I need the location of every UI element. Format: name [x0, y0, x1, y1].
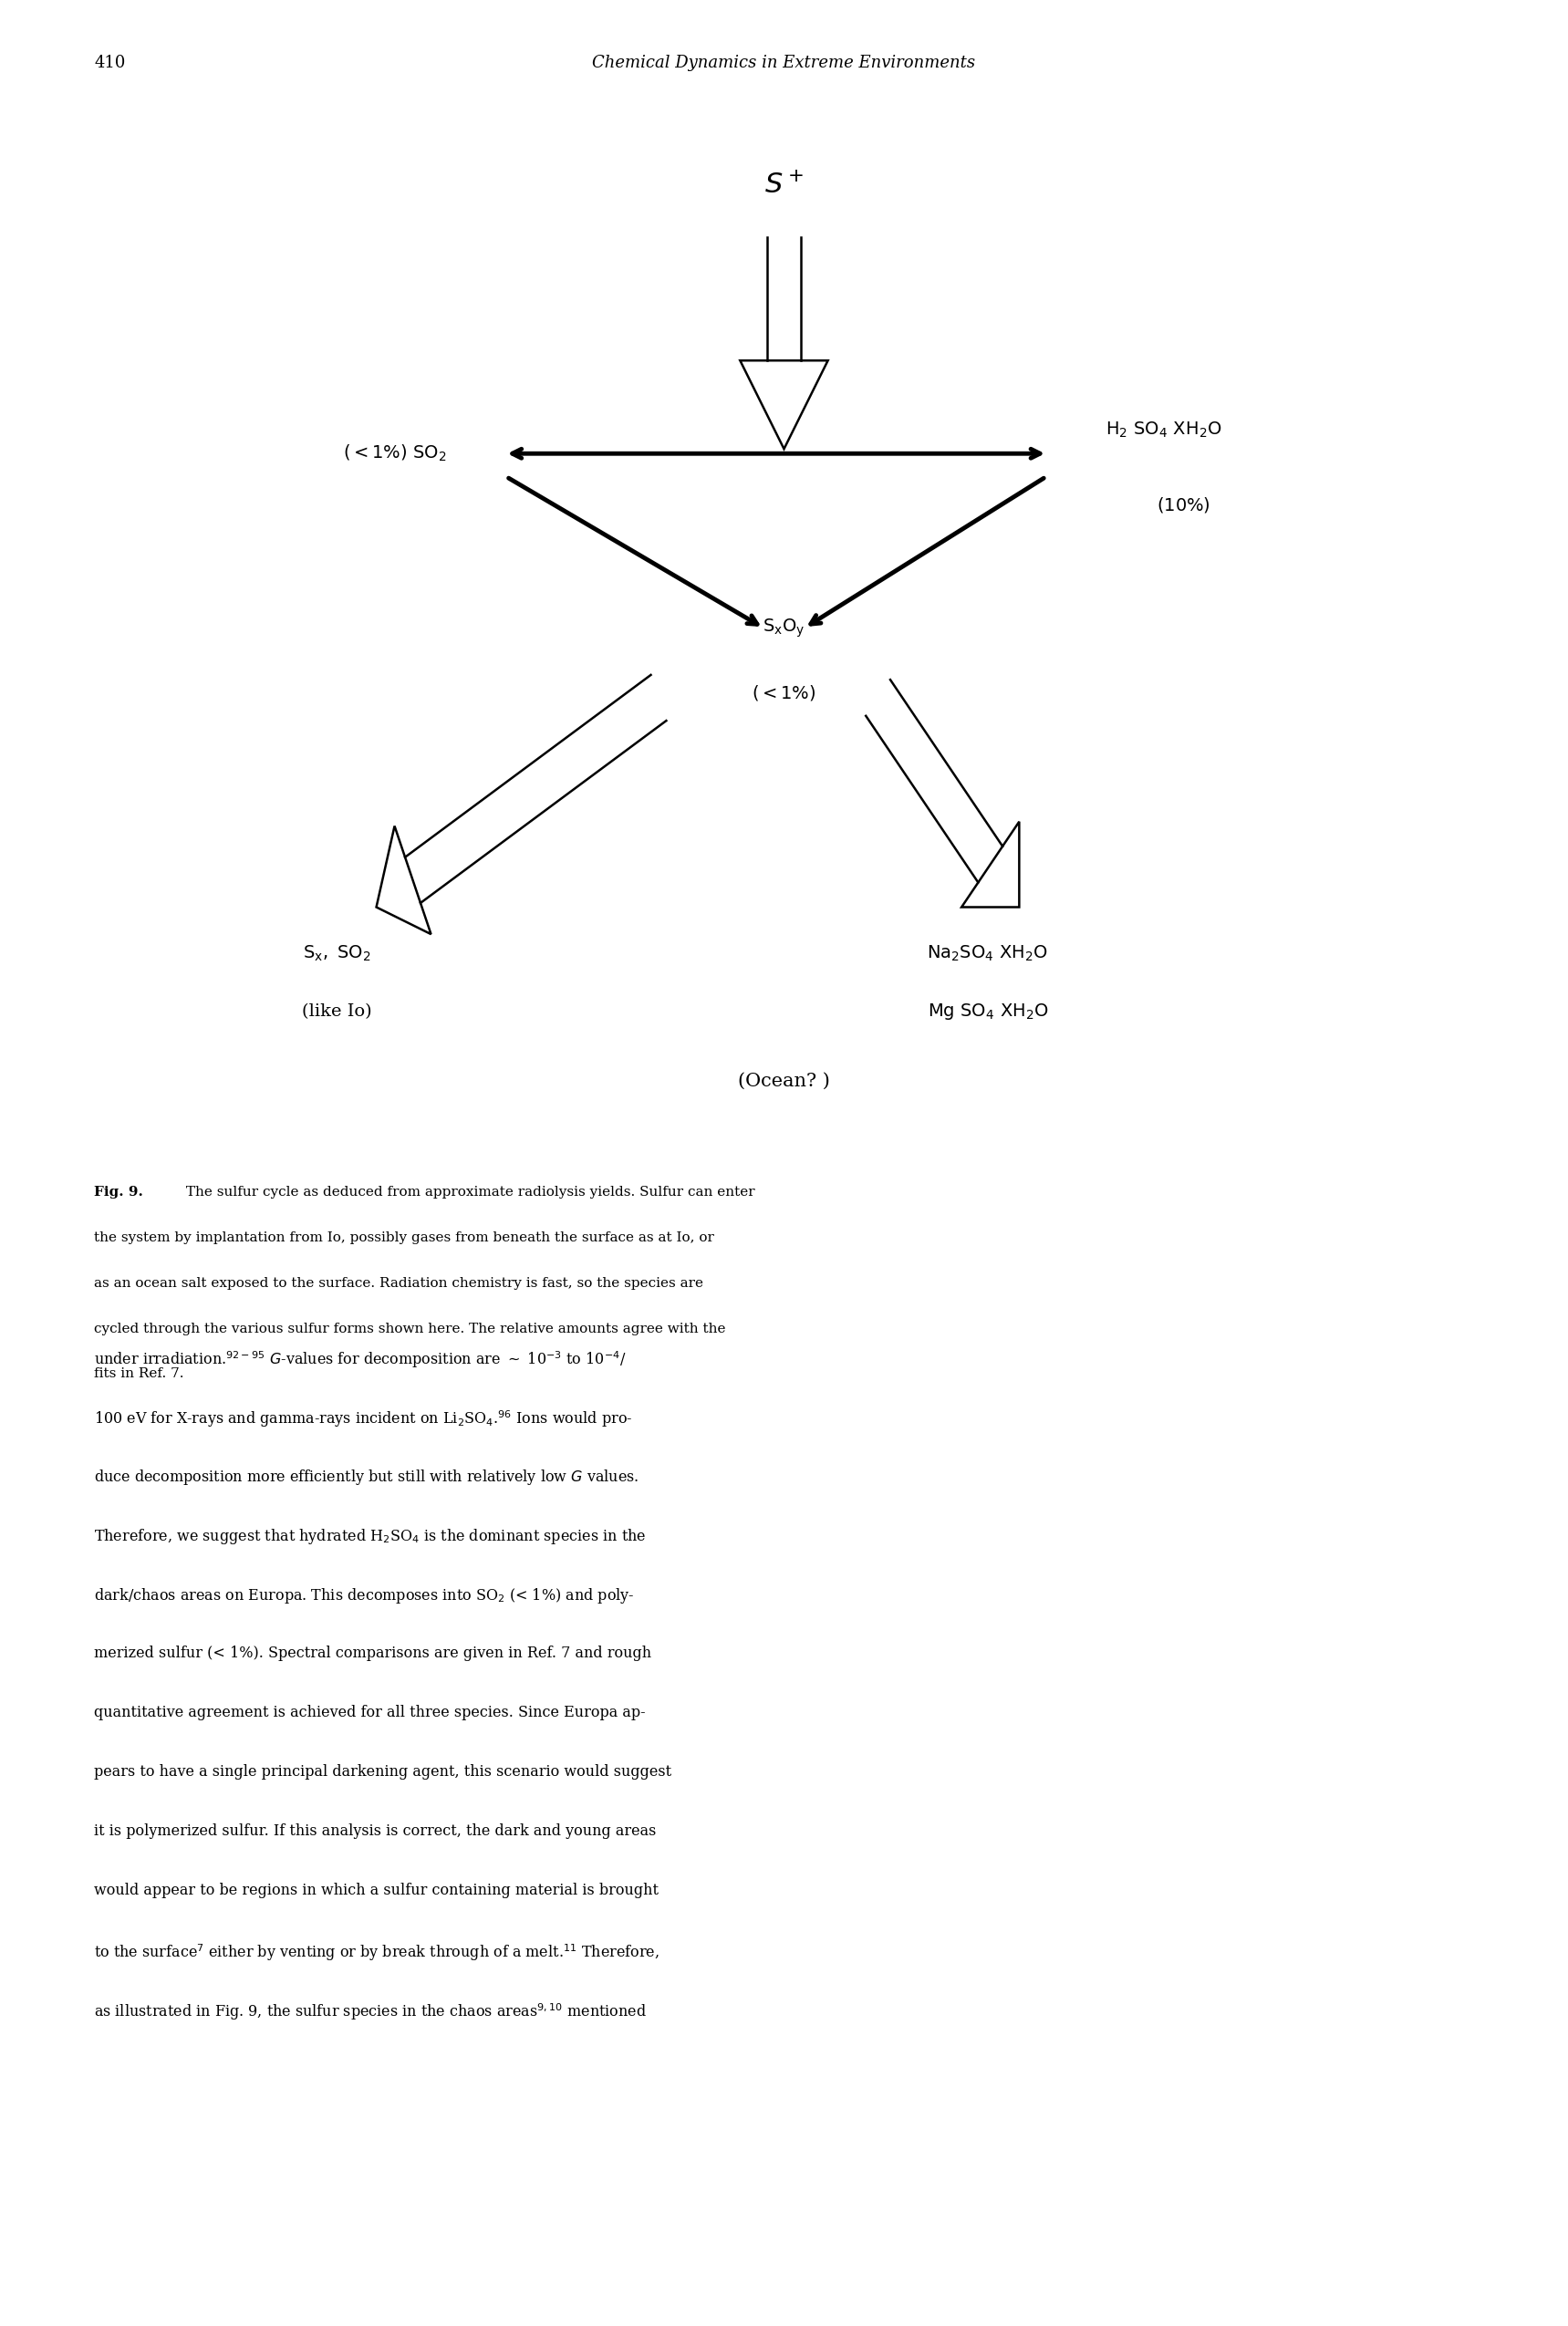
- Text: (Ocean? ): (Ocean? ): [739, 1072, 829, 1091]
- Text: cycled through the various sulfur forms shown here. The relative amounts agree w: cycled through the various sulfur forms …: [94, 1321, 726, 1335]
- Text: dark/chaos areas on Europa. This decomposes into SO$_2$ (< 1%) and poly-: dark/chaos areas on Europa. This decompo…: [94, 1586, 635, 1605]
- Text: $S^+$: $S^+$: [764, 172, 804, 200]
- Text: Therefore, we suggest that hydrated H$_2$SO$_4$ is the dominant species in the: Therefore, we suggest that hydrated H$_2…: [94, 1528, 646, 1547]
- Text: 100 eV for X-rays and gamma-rays incident on Li$_2$SO$_4$.$^{96}$ Ions would pro: 100 eV for X-rays and gamma-rays inciden…: [94, 1410, 632, 1428]
- Text: the system by implantation from Io, possibly gases from beneath the surface as a: the system by implantation from Io, poss…: [94, 1233, 715, 1244]
- Text: (like Io): (like Io): [303, 1003, 372, 1021]
- Text: duce decomposition more efficiently but still with relatively low $G$ values.: duce decomposition more efficiently but …: [94, 1468, 640, 1486]
- Text: $\mathrm{S_xO_y}$: $\mathrm{S_xO_y}$: [762, 616, 806, 640]
- Text: $\mathrm{S_x,\ SO_2}$: $\mathrm{S_x,\ SO_2}$: [303, 944, 372, 963]
- Text: quantitative agreement is achieved for all three species. Since Europa ap-: quantitative agreement is achieved for a…: [94, 1705, 646, 1721]
- Text: $\mathrm{Mg\ SO_4\ XH_2O}$: $\mathrm{Mg\ SO_4\ XH_2O}$: [927, 1003, 1049, 1021]
- Text: $\mathrm{H_2\ SO_4\ XH_2O}$: $\mathrm{H_2\ SO_4\ XH_2O}$: [1105, 421, 1221, 440]
- Text: would appear to be regions in which a sulfur containing material is brought: would appear to be regions in which a su…: [94, 1884, 659, 1898]
- Text: as an ocean salt exposed to the surface. Radiation chemistry is fast, so the spe: as an ocean salt exposed to the surface.…: [94, 1277, 704, 1289]
- Text: as illustrated in Fig. 9, the sulfur species in the chaos areas$^{9,10}$ mention: as illustrated in Fig. 9, the sulfur spe…: [94, 2000, 648, 2021]
- Text: $(<1\%)\ \mathrm{SO_2}$: $(<1\%)\ \mathrm{SO_2}$: [343, 444, 447, 463]
- Text: 410: 410: [94, 53, 125, 72]
- Text: merized sulfur (< 1%). Spectral comparisons are given in Ref. 7 and rough: merized sulfur (< 1%). Spectral comparis…: [94, 1647, 652, 1661]
- Text: $\mathrm{Na_2SO_4\ XH_2O}$: $\mathrm{Na_2SO_4\ XH_2O}$: [927, 944, 1049, 963]
- Text: fits in Ref. 7.: fits in Ref. 7.: [94, 1368, 183, 1379]
- Text: Fig. 9.: Fig. 9.: [94, 1186, 143, 1198]
- Text: under irradiation.$^{92-95}$ $G$-values for decomposition are $\sim$ 10$^{-3}$ t: under irradiation.$^{92-95}$ $G$-values …: [94, 1349, 626, 1370]
- Text: The sulfur cycle as deduced from approximate radiolysis yields. Sulfur can enter: The sulfur cycle as deduced from approxi…: [182, 1186, 756, 1198]
- Text: to the surface$^7$ either by venting or by break through of a melt.$^{11}$ There: to the surface$^7$ either by venting or …: [94, 1942, 660, 1963]
- Text: pears to have a single principal darkening agent, this scenario would suggest: pears to have a single principal darkeni…: [94, 1765, 671, 1779]
- Text: it is polymerized sulfur. If this analysis is correct, the dark and young areas: it is polymerized sulfur. If this analys…: [94, 1824, 657, 1840]
- Text: $(<1\%)$: $(<1\%)$: [753, 684, 815, 702]
- Text: $(10\%)$: $(10\%)$: [1157, 495, 1210, 514]
- Text: Chemical Dynamics in Extreme Environments: Chemical Dynamics in Extreme Environment…: [593, 53, 975, 72]
